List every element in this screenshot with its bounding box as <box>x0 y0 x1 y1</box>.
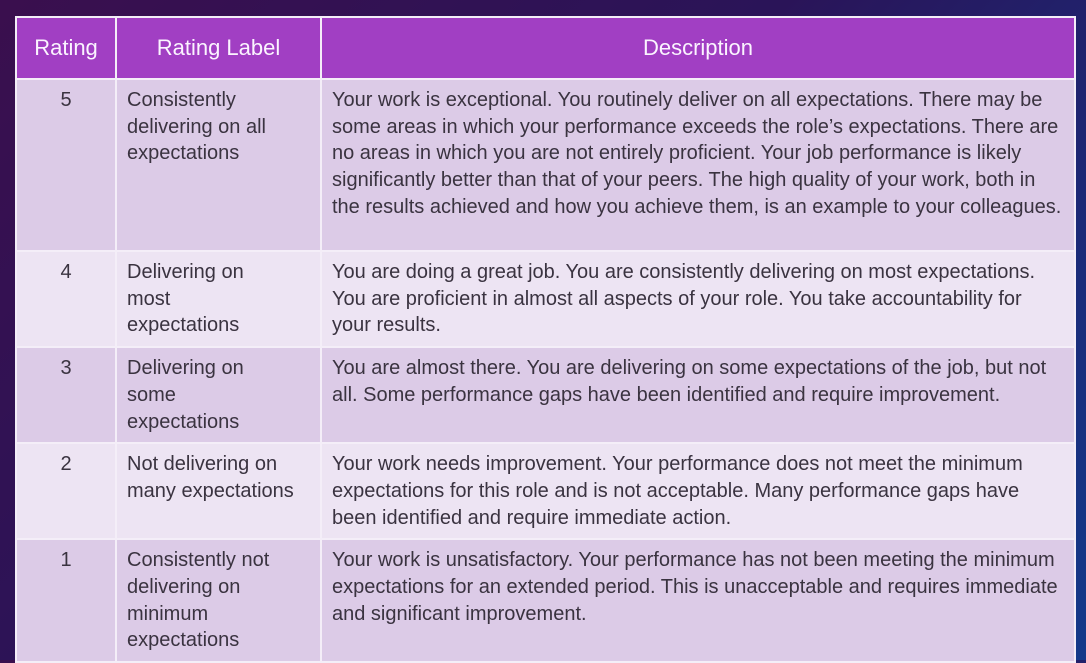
label-cell: Delivering on some expectations <box>115 346 322 445</box>
header-row: Rating Rating Label Description <box>15 16 1076 80</box>
table-row: 5 Consistently delivering on all expecta… <box>15 78 1076 252</box>
description-cell: You are almost there. You are delivering… <box>320 346 1076 445</box>
label-cell: Delivering on most expectations <box>115 249 322 349</box>
table-row: 4 Delivering on most expectations You ar… <box>15 249 1076 349</box>
table-row: 2 Not delivering on many expectations Yo… <box>15 442 1076 541</box>
label-cell: Consistently delivering on all expectati… <box>115 78 322 252</box>
table-row: 1 Consistently not delivering on minimum… <box>15 538 1076 663</box>
header-rating-label: Rating Label <box>115 16 322 80</box>
rating-cell: 3 <box>15 346 117 445</box>
header-rating: Rating <box>15 16 117 80</box>
description-cell: Your work needs improvement. Your perfor… <box>320 442 1076 541</box>
header-description: Description <box>320 16 1076 80</box>
rating-cell: 2 <box>15 442 117 541</box>
table-row: 3 Delivering on some expectations You ar… <box>15 346 1076 445</box>
rating-cell: 4 <box>15 249 117 349</box>
label-cell: Not delivering on many expectations <box>115 442 322 541</box>
description-cell: You are doing a great job. You are consi… <box>320 249 1076 349</box>
label-cell: Consistently not delivering on minimum e… <box>115 538 322 663</box>
description-cell: Your work is unsatisfactory. Your perfor… <box>320 538 1076 663</box>
description-cell: Your work is exceptional. You routinely … <box>320 78 1076 252</box>
rating-cell: 5 <box>15 78 117 252</box>
rating-table: Rating Rating Label Description 5 Consis… <box>15 16 1076 663</box>
rating-cell: 1 <box>15 538 117 663</box>
